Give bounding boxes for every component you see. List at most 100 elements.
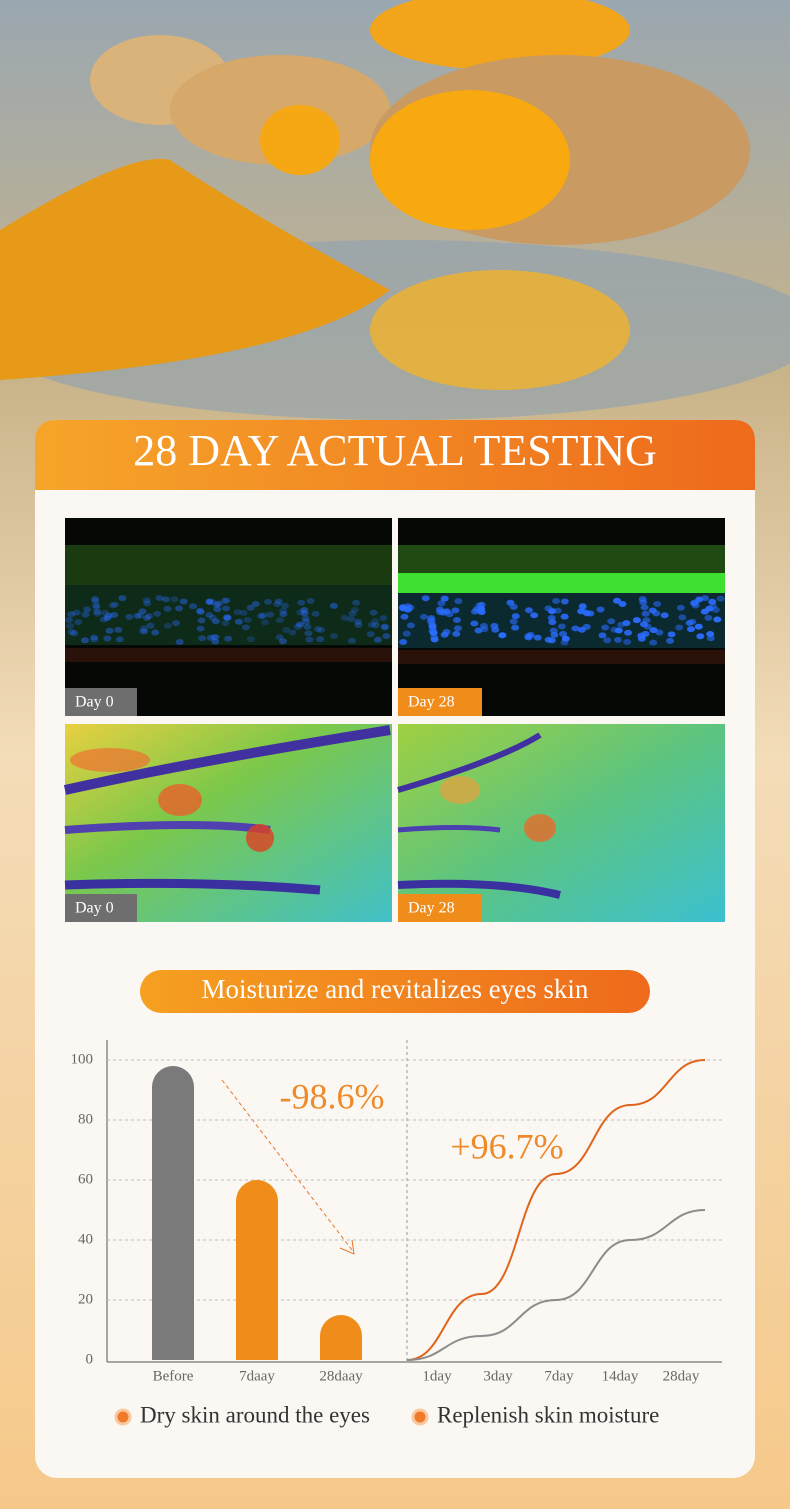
nucleus [93, 610, 102, 617]
nucleus [509, 603, 518, 610]
subtitle: Moisturize and revitalizes eyes skin [202, 974, 589, 1004]
nucleus [454, 598, 463, 605]
nucleus [678, 614, 687, 621]
nucleus [559, 630, 568, 637]
nucleus [511, 613, 520, 620]
micro-image [65, 518, 392, 716]
nucleus [222, 597, 231, 604]
nucleus [144, 613, 153, 620]
nucleus [151, 629, 160, 636]
nucleus [430, 636, 439, 643]
nucleus [205, 599, 214, 606]
nucleus [246, 636, 255, 643]
nucleus [239, 609, 248, 616]
x-tick-label: 14day [602, 1368, 639, 1384]
nucleus [205, 598, 214, 605]
nucleus [288, 629, 297, 636]
nucleus [103, 614, 112, 621]
nucleus [369, 609, 378, 616]
nucleus [451, 607, 460, 614]
nucleus [138, 608, 147, 615]
nucleus [175, 605, 184, 612]
nucleus [278, 638, 287, 645]
nucleus [618, 601, 627, 608]
nucleus [279, 611, 288, 618]
nucleus [91, 595, 100, 602]
nucleus [637, 635, 646, 642]
nucleus [91, 598, 100, 605]
nucleus [313, 626, 322, 633]
nucleus [257, 613, 266, 620]
hero-photo [0, 0, 790, 420]
nucleus [354, 618, 363, 625]
legend-dot [411, 1408, 429, 1426]
nucleus [329, 602, 338, 609]
nucleus [104, 612, 113, 619]
nucleus [208, 614, 217, 621]
x-tick-label: 7daay [239, 1368, 275, 1384]
nucleus [480, 626, 489, 633]
label-bg [398, 894, 482, 922]
y-tick-label: 100 [71, 1051, 94, 1067]
nucleus [553, 607, 562, 614]
nucleus [179, 598, 188, 605]
nucleus [624, 629, 633, 636]
heat-image [63, 724, 392, 922]
nucleus [705, 605, 714, 612]
nucleus [571, 625, 580, 632]
nucleus [224, 635, 233, 642]
legend-label: Replenish skin moisture [437, 1402, 659, 1427]
nucleus [221, 620, 230, 627]
nucleus [296, 609, 305, 616]
nucleus [642, 617, 651, 624]
nucleus [153, 610, 162, 617]
nucleus [524, 607, 533, 614]
nucleus [223, 614, 232, 621]
nucleus [133, 612, 142, 619]
bar [152, 1066, 194, 1360]
nucleus [544, 636, 553, 643]
nucleus [601, 624, 610, 631]
nucleus [544, 605, 553, 612]
nucleus [694, 623, 703, 630]
trend-arrow [221, 1079, 353, 1251]
nucleus [305, 636, 314, 643]
nucleus [402, 630, 411, 637]
nucleus [306, 598, 315, 605]
nucleus [206, 634, 215, 641]
nucleus [511, 624, 520, 631]
nucleus [304, 630, 313, 637]
x-tick-label: 28day [663, 1368, 700, 1384]
nucleus [275, 634, 284, 641]
nucleus [196, 607, 205, 614]
nucleus [552, 597, 561, 604]
nucleus [297, 599, 306, 606]
nucleus [81, 611, 90, 618]
nucleus [596, 606, 605, 613]
nucleus [66, 622, 75, 629]
nucleus [211, 618, 220, 625]
nucleus [246, 604, 255, 611]
x-tick-label: 28daay [319, 1368, 363, 1384]
nucleus [695, 596, 704, 603]
nucleus [273, 601, 282, 608]
nucleus [220, 597, 229, 604]
nucleus [74, 619, 83, 626]
nucleus [614, 627, 623, 634]
nucleus [211, 638, 220, 645]
nucleus [453, 625, 462, 632]
nucleus [282, 626, 291, 633]
nucleus [498, 632, 507, 639]
nucleus [146, 622, 155, 629]
nucleus [667, 631, 676, 638]
nucleus [442, 628, 451, 635]
nucleus [142, 597, 151, 604]
nucleus [530, 612, 539, 619]
nucleus [213, 606, 222, 613]
nucleus [437, 600, 446, 607]
nucleus [655, 629, 664, 636]
nucleus [155, 595, 164, 602]
nucleus [139, 625, 148, 632]
nucleus [302, 618, 311, 625]
nucleus [653, 601, 662, 608]
